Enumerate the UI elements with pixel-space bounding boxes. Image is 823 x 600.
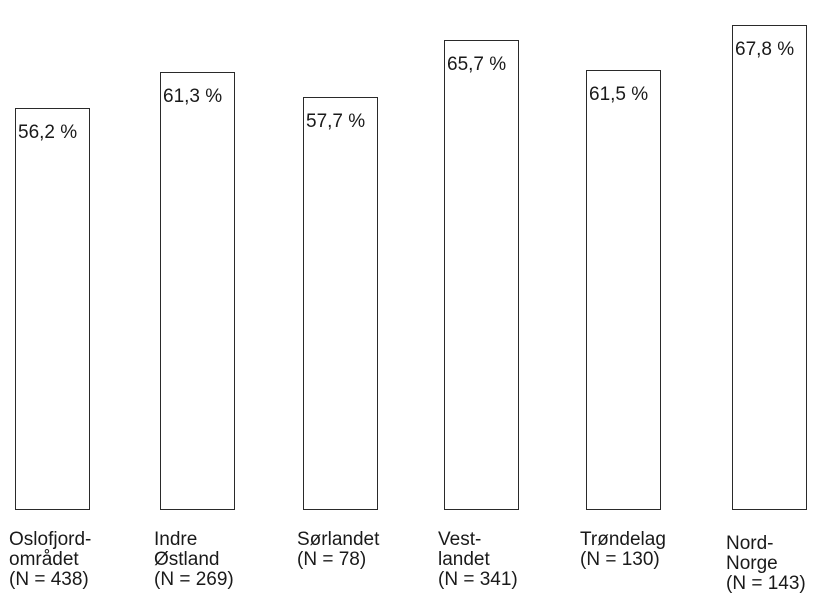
bar-2 [160, 72, 235, 510]
category-label-4: Vest- landet (N = 341) [438, 530, 518, 590]
sample-size: (N = 341) [438, 569, 518, 590]
value-label-4: 65,7 % [447, 54, 507, 75]
category-label-2: Indre Østland (N = 269) [154, 530, 234, 590]
category-label-5: Trøndelag (N = 130) [580, 530, 666, 570]
bar-6 [732, 25, 807, 510]
value-label-1: 56,2 % [18, 122, 78, 143]
category-name: Vest- landet [438, 529, 490, 570]
sample-size: (N = 438) [9, 569, 89, 590]
value-label-3: 57,7 % [306, 111, 366, 132]
bar-4 [444, 40, 519, 510]
sample-size: (N = 78) [297, 549, 367, 570]
category-label-3: Sørlandet (N = 78) [297, 530, 379, 570]
sample-size: (N = 130) [580, 549, 660, 570]
value-label-6: 67,8 % [735, 39, 795, 60]
category-name: Oslofjord- området [9, 529, 92, 570]
bar-1 [15, 108, 90, 510]
category-name: Indre Østland [154, 529, 220, 570]
bar-3 [303, 97, 378, 510]
value-label-2: 61,3 % [163, 86, 223, 107]
category-label-1: Oslofjord- området (N = 438) [9, 530, 91, 590]
category-name: Nord- Norge [726, 533, 778, 574]
bar-5 [586, 70, 661, 510]
sample-size: (N = 143) [726, 573, 806, 594]
category-name: Trøndelag [580, 529, 666, 550]
value-label-5: 61,5 % [589, 84, 649, 105]
category-name: Sørlandet [297, 529, 380, 550]
sample-size: (N = 269) [154, 569, 234, 590]
category-label-6: Nord- Norge (N = 143) [726, 534, 806, 594]
